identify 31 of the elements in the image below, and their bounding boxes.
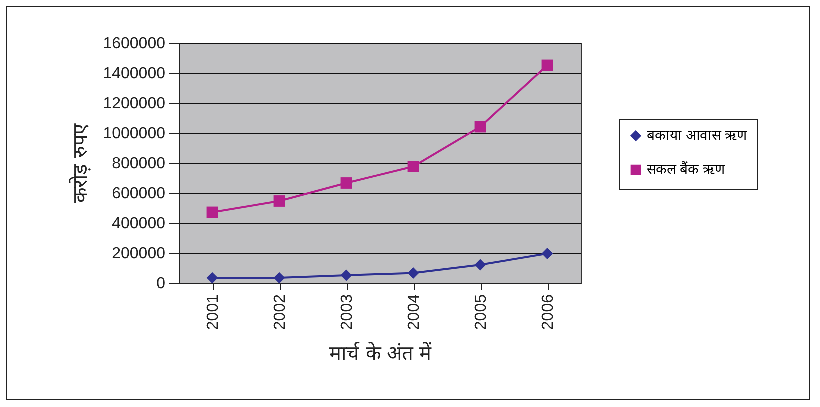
legend-label: सकल बैंक ऋण <box>647 161 726 177</box>
point <box>542 248 554 260</box>
y-tick-label: 600000 <box>112 186 166 202</box>
point <box>340 270 352 282</box>
y-tick-label: 1600000 <box>103 36 166 52</box>
x-tick-label: 2004 <box>406 294 423 330</box>
point <box>206 272 218 284</box>
point <box>340 178 352 189</box>
point <box>206 206 218 218</box>
x-tick-label: 2005 <box>473 294 490 330</box>
point <box>274 196 286 207</box>
point <box>542 60 554 72</box>
x-tick-label: 2001 <box>205 294 222 330</box>
x-axis-title: मार्च के अंत में <box>329 341 433 366</box>
y-tick-label: 200000 <box>112 246 166 262</box>
x-tick-label: 2003 <box>339 294 356 330</box>
x-tick-label: 2006 <box>540 294 557 330</box>
point <box>408 268 420 279</box>
legend-label: बकाया आवास ऋण <box>647 127 748 143</box>
y-tick-label: 800000 <box>112 156 166 172</box>
point <box>274 272 286 284</box>
y-axis-title: करोड़ रुपए <box>68 122 92 204</box>
point <box>474 121 486 133</box>
x-tick-label: 2002 <box>272 294 289 330</box>
y-tick-label: 0 <box>156 276 166 292</box>
point <box>474 259 486 271</box>
y-tick-label: 1400000 <box>103 66 166 82</box>
y-tick-label: 1200000 <box>103 96 166 112</box>
point <box>408 161 420 172</box>
y-tick-label: 1000000 <box>103 126 166 142</box>
y-tick-label: 400000 <box>112 216 166 232</box>
